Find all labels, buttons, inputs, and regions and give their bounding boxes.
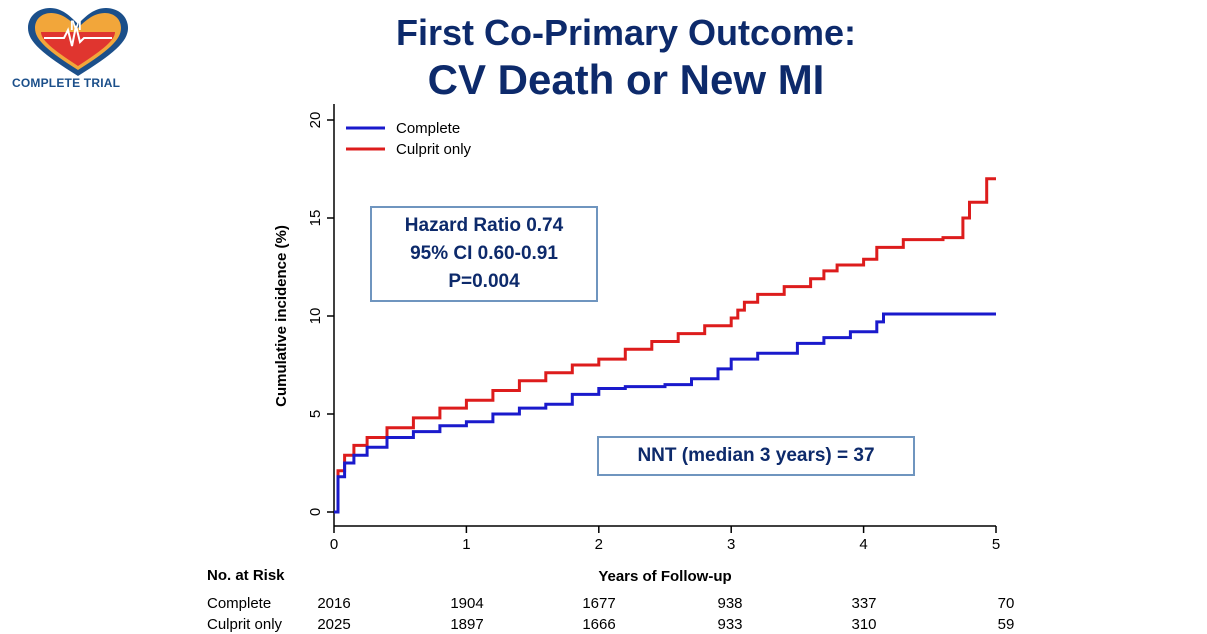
risk-cell: 933: [717, 616, 743, 633]
risk-cell: 1897: [450, 616, 484, 633]
title-line-2: CV Death or New MI: [427, 56, 825, 103]
x-tick-label: 1: [462, 536, 470, 553]
risk-cell: 1904: [450, 595, 484, 612]
x-tick-label: 5: [992, 536, 1000, 553]
risk-cell: 310: [851, 616, 877, 633]
y-tick-label: 20: [307, 112, 324, 129]
ci-text: 95% CI 0.60-0.91: [410, 243, 558, 264]
legend-label-culprit-only: Culprit only: [396, 141, 472, 158]
complete-trial-logo: M: [28, 8, 128, 76]
y-tick-label: 0: [307, 508, 324, 516]
legend-label-complete: Complete: [396, 120, 460, 137]
x-tick-label: 3: [727, 536, 735, 553]
hazard-ratio-box: Hazard Ratio 0.74 95% CI 0.60-0.91 P=0.0…: [370, 206, 598, 302]
risk-row-label-complete: Complete: [207, 595, 272, 612]
hazard-ratio-text: Hazard Ratio 0.74: [404, 215, 564, 236]
x-tick-label: 4: [859, 536, 867, 553]
risk-cell: 70: [997, 595, 1015, 612]
x-tick-label: 2: [595, 536, 603, 553]
risk-table-header: No. at Risk: [207, 567, 285, 584]
x-tick-label: 0: [330, 536, 338, 553]
risk-cell: 59: [997, 616, 1015, 633]
risk-cell: 1677: [582, 595, 616, 612]
risk-cell: 2025: [317, 616, 351, 633]
y-tick-label: 15: [307, 210, 324, 227]
nnt-box: NNT (median 3 years) = 37: [597, 436, 915, 476]
x-axis-label: Years of Follow-up: [598, 568, 731, 585]
risk-row-label-culprit: Culprit only: [207, 616, 283, 633]
title-line-1: First Co-Primary Outcome:: [395, 12, 857, 53]
y-axis-label: Cumulative incidence (%): [273, 225, 290, 407]
logo-text: COMPLETE TRIAL: [12, 76, 121, 90]
series-line-complete: [334, 312, 996, 514]
p-value-text: P=0.004: [448, 271, 520, 292]
y-tick-label: 5: [307, 410, 324, 418]
series-line-culprit-only: [334, 177, 996, 514]
svg-text:M: M: [70, 17, 82, 33]
risk-cell: 1666: [582, 616, 616, 633]
y-tick-label: 10: [307, 308, 324, 325]
risk-cell: 938: [717, 595, 743, 612]
risk-cell: 337: [851, 595, 877, 612]
risk-cell: 2016: [317, 595, 351, 612]
